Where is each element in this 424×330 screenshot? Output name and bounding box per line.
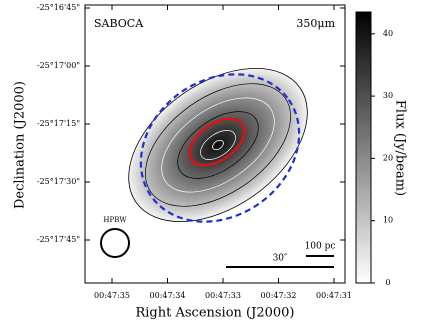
colorbar-tick-label: 20 bbox=[383, 153, 393, 162]
emission-map bbox=[128, 67, 308, 223]
y-tick-label: -25°17'15" bbox=[37, 119, 80, 128]
beam-circle bbox=[100, 228, 130, 258]
colorbar-label: Flux (Jy/beam) bbox=[393, 100, 408, 196]
red-ellipse bbox=[188, 117, 246, 167]
colorbar-tick-label: 0 bbox=[385, 278, 390, 287]
chart-subtitle: 350μm bbox=[296, 17, 335, 30]
scale-label: 30″ bbox=[273, 254, 288, 264]
colorbar-tick-label: 10 bbox=[383, 216, 393, 225]
x-tick-label: 00:47:33 bbox=[205, 291, 241, 300]
scale-label: 100 pc bbox=[305, 242, 336, 252]
y-tick-label: -25°17'30" bbox=[37, 177, 80, 186]
x-axis-label: Right Ascension (J2000) bbox=[135, 306, 294, 321]
y-axis-label: Declination (J2000) bbox=[13, 81, 28, 209]
y-tick-label: -25°16'45" bbox=[37, 3, 80, 12]
x-tick-label: 00:47:35 bbox=[94, 291, 130, 300]
colorbar-tick-label: 40 bbox=[383, 29, 393, 38]
x-tick-label: 00:47:32 bbox=[261, 291, 297, 300]
colorbar-tick-label: 30 bbox=[383, 91, 393, 100]
x-tick-label: 00:47:31 bbox=[316, 291, 352, 300]
chart-title: SABOCA bbox=[94, 17, 144, 30]
beam-label: HPBW bbox=[103, 216, 127, 224]
x-tick-label: 00:47:34 bbox=[150, 291, 186, 300]
colorbar bbox=[355, 11, 372, 284]
y-tick-label: -25°17'45" bbox=[37, 235, 80, 244]
y-tick-label: -25°17'00" bbox=[37, 61, 80, 70]
dashed-ellipse bbox=[139, 73, 301, 223]
